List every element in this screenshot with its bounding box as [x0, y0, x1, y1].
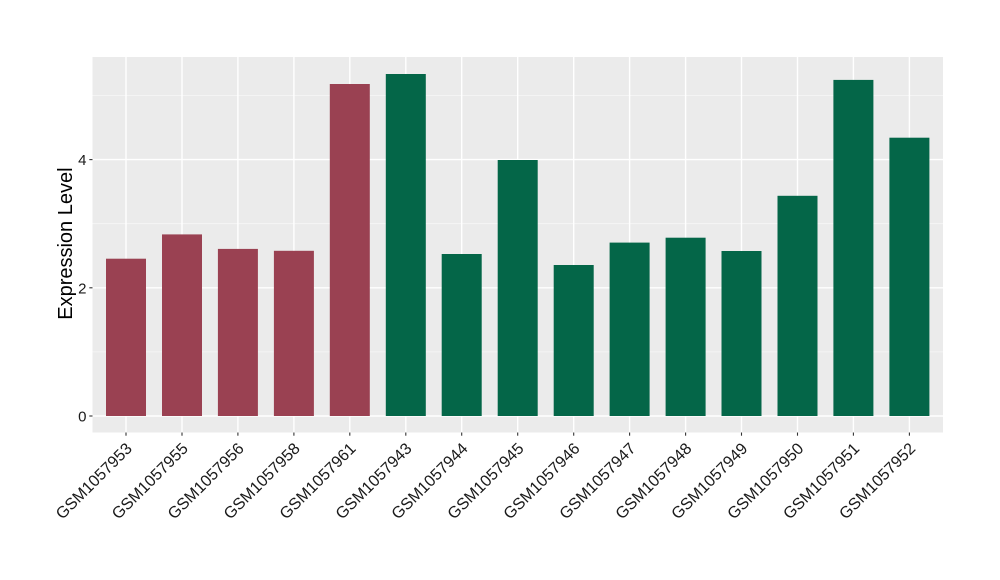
svg-text:4: 4	[78, 152, 86, 169]
svg-text:2: 2	[78, 280, 86, 297]
svg-text:0: 0	[78, 409, 86, 426]
svg-text:Expression Level: Expression Level	[55, 167, 77, 319]
